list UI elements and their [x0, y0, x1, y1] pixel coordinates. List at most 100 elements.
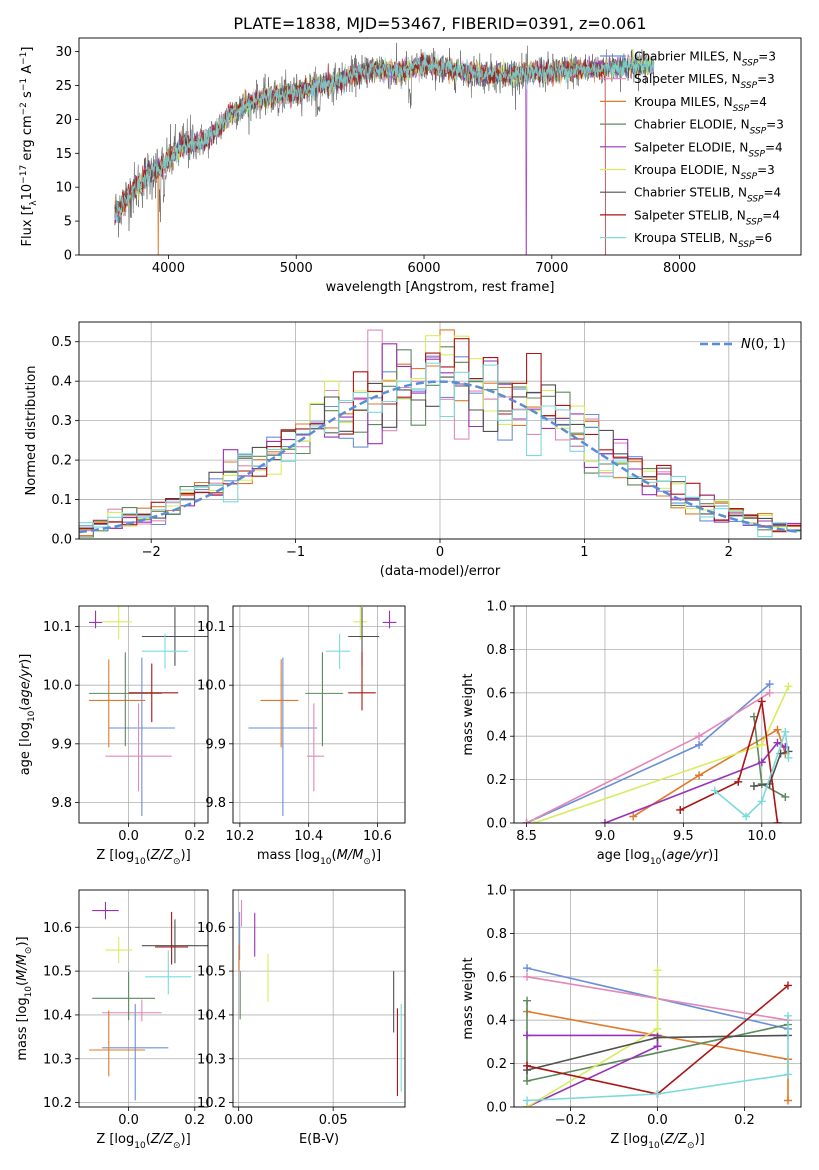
weight-marker [773, 738, 782, 747]
label-part: =4 [765, 140, 783, 154]
plot-area [238, 900, 402, 1097]
weight-marker [629, 812, 638, 821]
axes-frame [513, 889, 802, 1108]
axes-frame [78, 321, 802, 540]
plot-area [114, 42, 655, 255]
label-part: ( [15, 981, 30, 986]
weight-marker [523, 1076, 532, 1085]
weight-marker [757, 740, 766, 749]
label-part: ( [146, 1132, 151, 1147]
label-part: 10 [20, 184, 35, 201]
y-tick-label: 1.0 [486, 884, 507, 899]
label-part: −2 [19, 102, 29, 115]
x-tick-label: 2 [725, 545, 733, 560]
weight-marker [781, 727, 790, 736]
label-part: Z/Z [150, 1132, 174, 1147]
y-tick-label: 0.4 [486, 730, 507, 745]
weight-marker [695, 740, 704, 749]
axes-frame [232, 889, 406, 1108]
axes-frame [78, 889, 209, 1108]
plot-area [88, 606, 208, 816]
y-tick-label: 9.9 [51, 737, 72, 752]
x-axis-label: mass [log10(M/M⊙)] [257, 848, 381, 867]
x-tick-label: 0.0 [118, 1113, 139, 1128]
weight-marker [784, 682, 793, 691]
weight-marker [742, 812, 751, 821]
weight-marker [749, 782, 758, 791]
weight-marker [783, 1096, 792, 1105]
y-tick-label: 0.1 [51, 493, 72, 508]
weight-marker [783, 1070, 792, 1079]
label-part: Z [log [610, 1132, 648, 1147]
weight-marker [653, 1024, 662, 1033]
x-tick-label: 7000 [535, 261, 568, 276]
weight-marker [530, 819, 539, 823]
weight-marker [781, 792, 790, 801]
x-tick-label: 6000 [407, 261, 440, 276]
label-part: 10 [24, 986, 34, 998]
weight-marker [653, 1042, 662, 1051]
x-tick-label: 0 [436, 545, 444, 560]
y-tick-label: 10.2 [43, 1096, 72, 1111]
y-tick-label: 0.6 [486, 686, 507, 701]
label-part: 10 [134, 857, 146, 867]
label-part: 10 [134, 1141, 146, 1151]
weight-marker [765, 688, 774, 697]
x-axis-label: Z [log10(Z/Z⊙)] [610, 1132, 704, 1151]
residual-histogram [79, 362, 801, 539]
label-part: mass [log [257, 848, 320, 863]
weight-marker [523, 1061, 532, 1070]
weight-marker [522, 819, 531, 823]
legend: N(0, 1) [700, 337, 786, 352]
weight-marker [765, 680, 774, 689]
label-part: 10 [27, 710, 37, 722]
y-tick-label: 10.3 [43, 1052, 72, 1067]
weight-marker [653, 966, 662, 975]
x-tick-label: 0.2 [734, 1113, 755, 1128]
label-part: ( [18, 706, 33, 711]
axes-frame [78, 37, 802, 256]
label-part: Salpeter MILES, N [634, 72, 741, 86]
mass-vs-z-panel: 0.0 0.210.210.310.410.510.6Z [log10(Z/Z⊙)… [15, 889, 209, 1151]
y-tick-label: 0.0 [51, 533, 72, 548]
label-part: Kroupa MILES, N [634, 95, 733, 109]
y-tick-label: 0.2 [486, 1057, 507, 1072]
label-part: M/M [15, 954, 30, 981]
y-tick-label: 10.6 [197, 921, 226, 936]
label-part: N [741, 337, 751, 352]
label-part: SSP [747, 195, 764, 205]
label-part: 10 [648, 1141, 660, 1151]
label-part: Kroupa ELODIE, N [634, 163, 741, 177]
label-part: M/M [337, 848, 364, 863]
plot-area [79, 329, 801, 539]
x-tick-label: −0.2 [555, 1113, 587, 1128]
label-part: SSP [750, 127, 767, 137]
label-part: A [20, 65, 35, 78]
label-part: ] [20, 47, 35, 52]
label-part: Z/Z [150, 848, 174, 863]
y-tick-label: 0.5 [51, 335, 72, 350]
legend-label: Salpeter STELIB, NSSP=4 [634, 208, 780, 227]
label-part: SSP [742, 59, 759, 69]
x-tick-label: 10.0 [747, 829, 776, 844]
y-tick-label: 0 [64, 249, 72, 264]
model-spectrum-line [114, 51, 655, 223]
y-tick-label: 9.8 [51, 796, 72, 811]
weight-marker [757, 797, 766, 806]
y-tick-label: 15 [55, 147, 72, 162]
x-tick-label: 4000 [152, 261, 185, 276]
weight-marker [710, 786, 719, 795]
weight-marker [783, 981, 792, 990]
label-part: )] [18, 654, 33, 664]
x-tick-label: 0.0 [647, 1113, 668, 1128]
label-part: )] [371, 848, 381, 863]
weight-line [526, 692, 771, 823]
weight-line [526, 1015, 789, 1102]
x-tick-label: 0.05 [319, 1113, 348, 1128]
y-axis-label: age [log10(age/yr)] [18, 654, 37, 776]
label-part: age [log [597, 848, 650, 863]
weight-marker [653, 1089, 662, 1098]
weight-marker [523, 1096, 532, 1105]
label-part: age/yr [666, 848, 709, 863]
